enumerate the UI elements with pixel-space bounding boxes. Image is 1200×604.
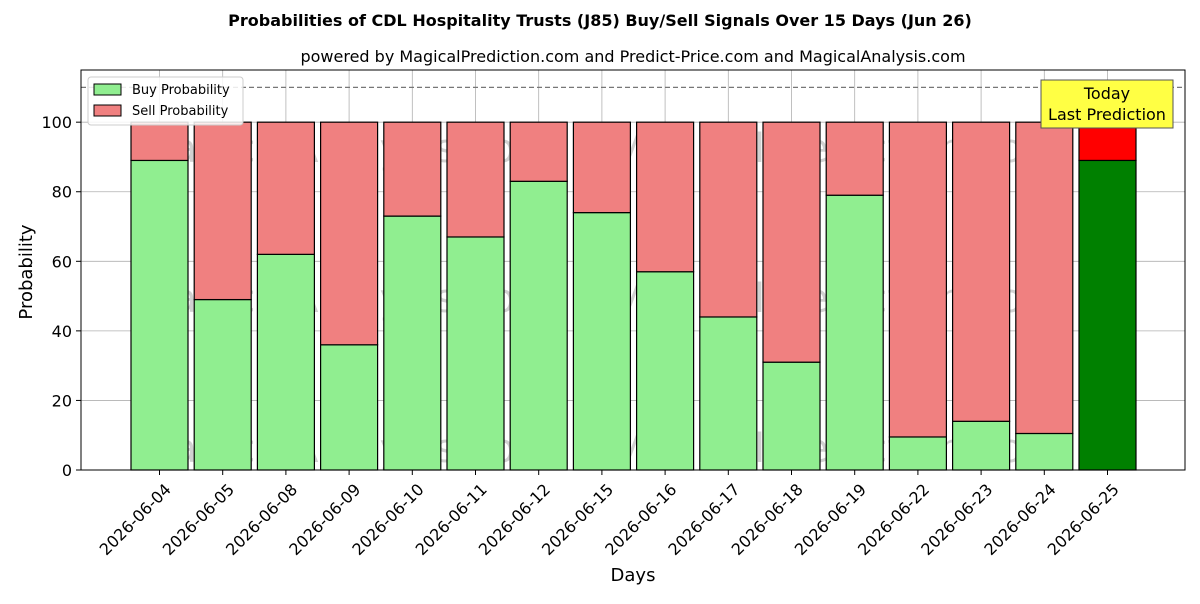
sell-bar	[193, 121, 252, 301]
sell-bar	[951, 121, 1011, 422]
buy-bar	[951, 420, 1011, 471]
today-annotation: Today Last Prediction	[1040, 79, 1174, 129]
annotation-box	[1040, 79, 1174, 129]
sell-bar	[572, 121, 632, 214]
buy-bar	[256, 253, 315, 471]
annotation-text: Today	[1083, 84, 1130, 103]
buy-bar	[1015, 432, 1074, 471]
sell-bar	[635, 121, 695, 273]
chart-title: Probabilities of CDL Hospitality Trusts …	[228, 11, 972, 30]
chart-subtitle: powered by MagicalPrediction.com and Pre…	[300, 47, 965, 66]
buy-bar	[762, 361, 821, 471]
buy-bar	[509, 180, 568, 471]
sell-bar	[888, 121, 948, 438]
y-axis-label: Probability	[16, 224, 37, 319]
legend: Buy Probability Sell Probability	[87, 76, 244, 126]
buy-bar	[130, 159, 189, 471]
sell-bar	[509, 121, 568, 182]
annotation-text: Last Prediction	[1048, 105, 1166, 124]
sell-bar	[1078, 121, 1137, 162]
sell-bar	[1015, 121, 1074, 435]
bar-layer	[81, 86, 1185, 471]
y-tick-label: 40	[52, 322, 72, 341]
y-tick-label: 80	[52, 183, 72, 202]
buy-bar	[446, 236, 505, 471]
legend-swatch-sell	[93, 104, 122, 117]
legend-label-buy: Buy Probability	[132, 83, 230, 98]
buy-bar	[825, 194, 884, 471]
buy-bar	[699, 316, 758, 471]
buy-bar	[383, 215, 442, 471]
sell-bar	[256, 121, 315, 255]
y-tick-label: 20	[52, 391, 72, 410]
buy-bar	[193, 298, 252, 471]
buy-bar	[572, 212, 632, 471]
y-tick-label: 60	[52, 252, 72, 271]
legend-label-sell: Sell Probability	[132, 104, 229, 119]
sell-bar	[130, 121, 189, 162]
buy-bar	[1078, 159, 1137, 471]
legend-swatch-buy	[93, 83, 122, 96]
plot-frame	[80, 69, 1186, 471]
sell-bar	[825, 121, 884, 196]
x-axis-label: Days	[611, 565, 656, 586]
buy-bar	[635, 271, 695, 471]
sell-bar	[383, 121, 442, 217]
y-tick-label: 0	[62, 461, 72, 480]
sell-bar	[762, 121, 821, 363]
sell-bar	[446, 121, 505, 238]
sell-bar	[320, 121, 379, 346]
legend-box	[87, 76, 244, 126]
sell-bar	[699, 121, 758, 318]
buy-bar	[320, 344, 379, 471]
y-tick-label: 100	[41, 113, 72, 132]
buy-bar	[888, 436, 948, 471]
